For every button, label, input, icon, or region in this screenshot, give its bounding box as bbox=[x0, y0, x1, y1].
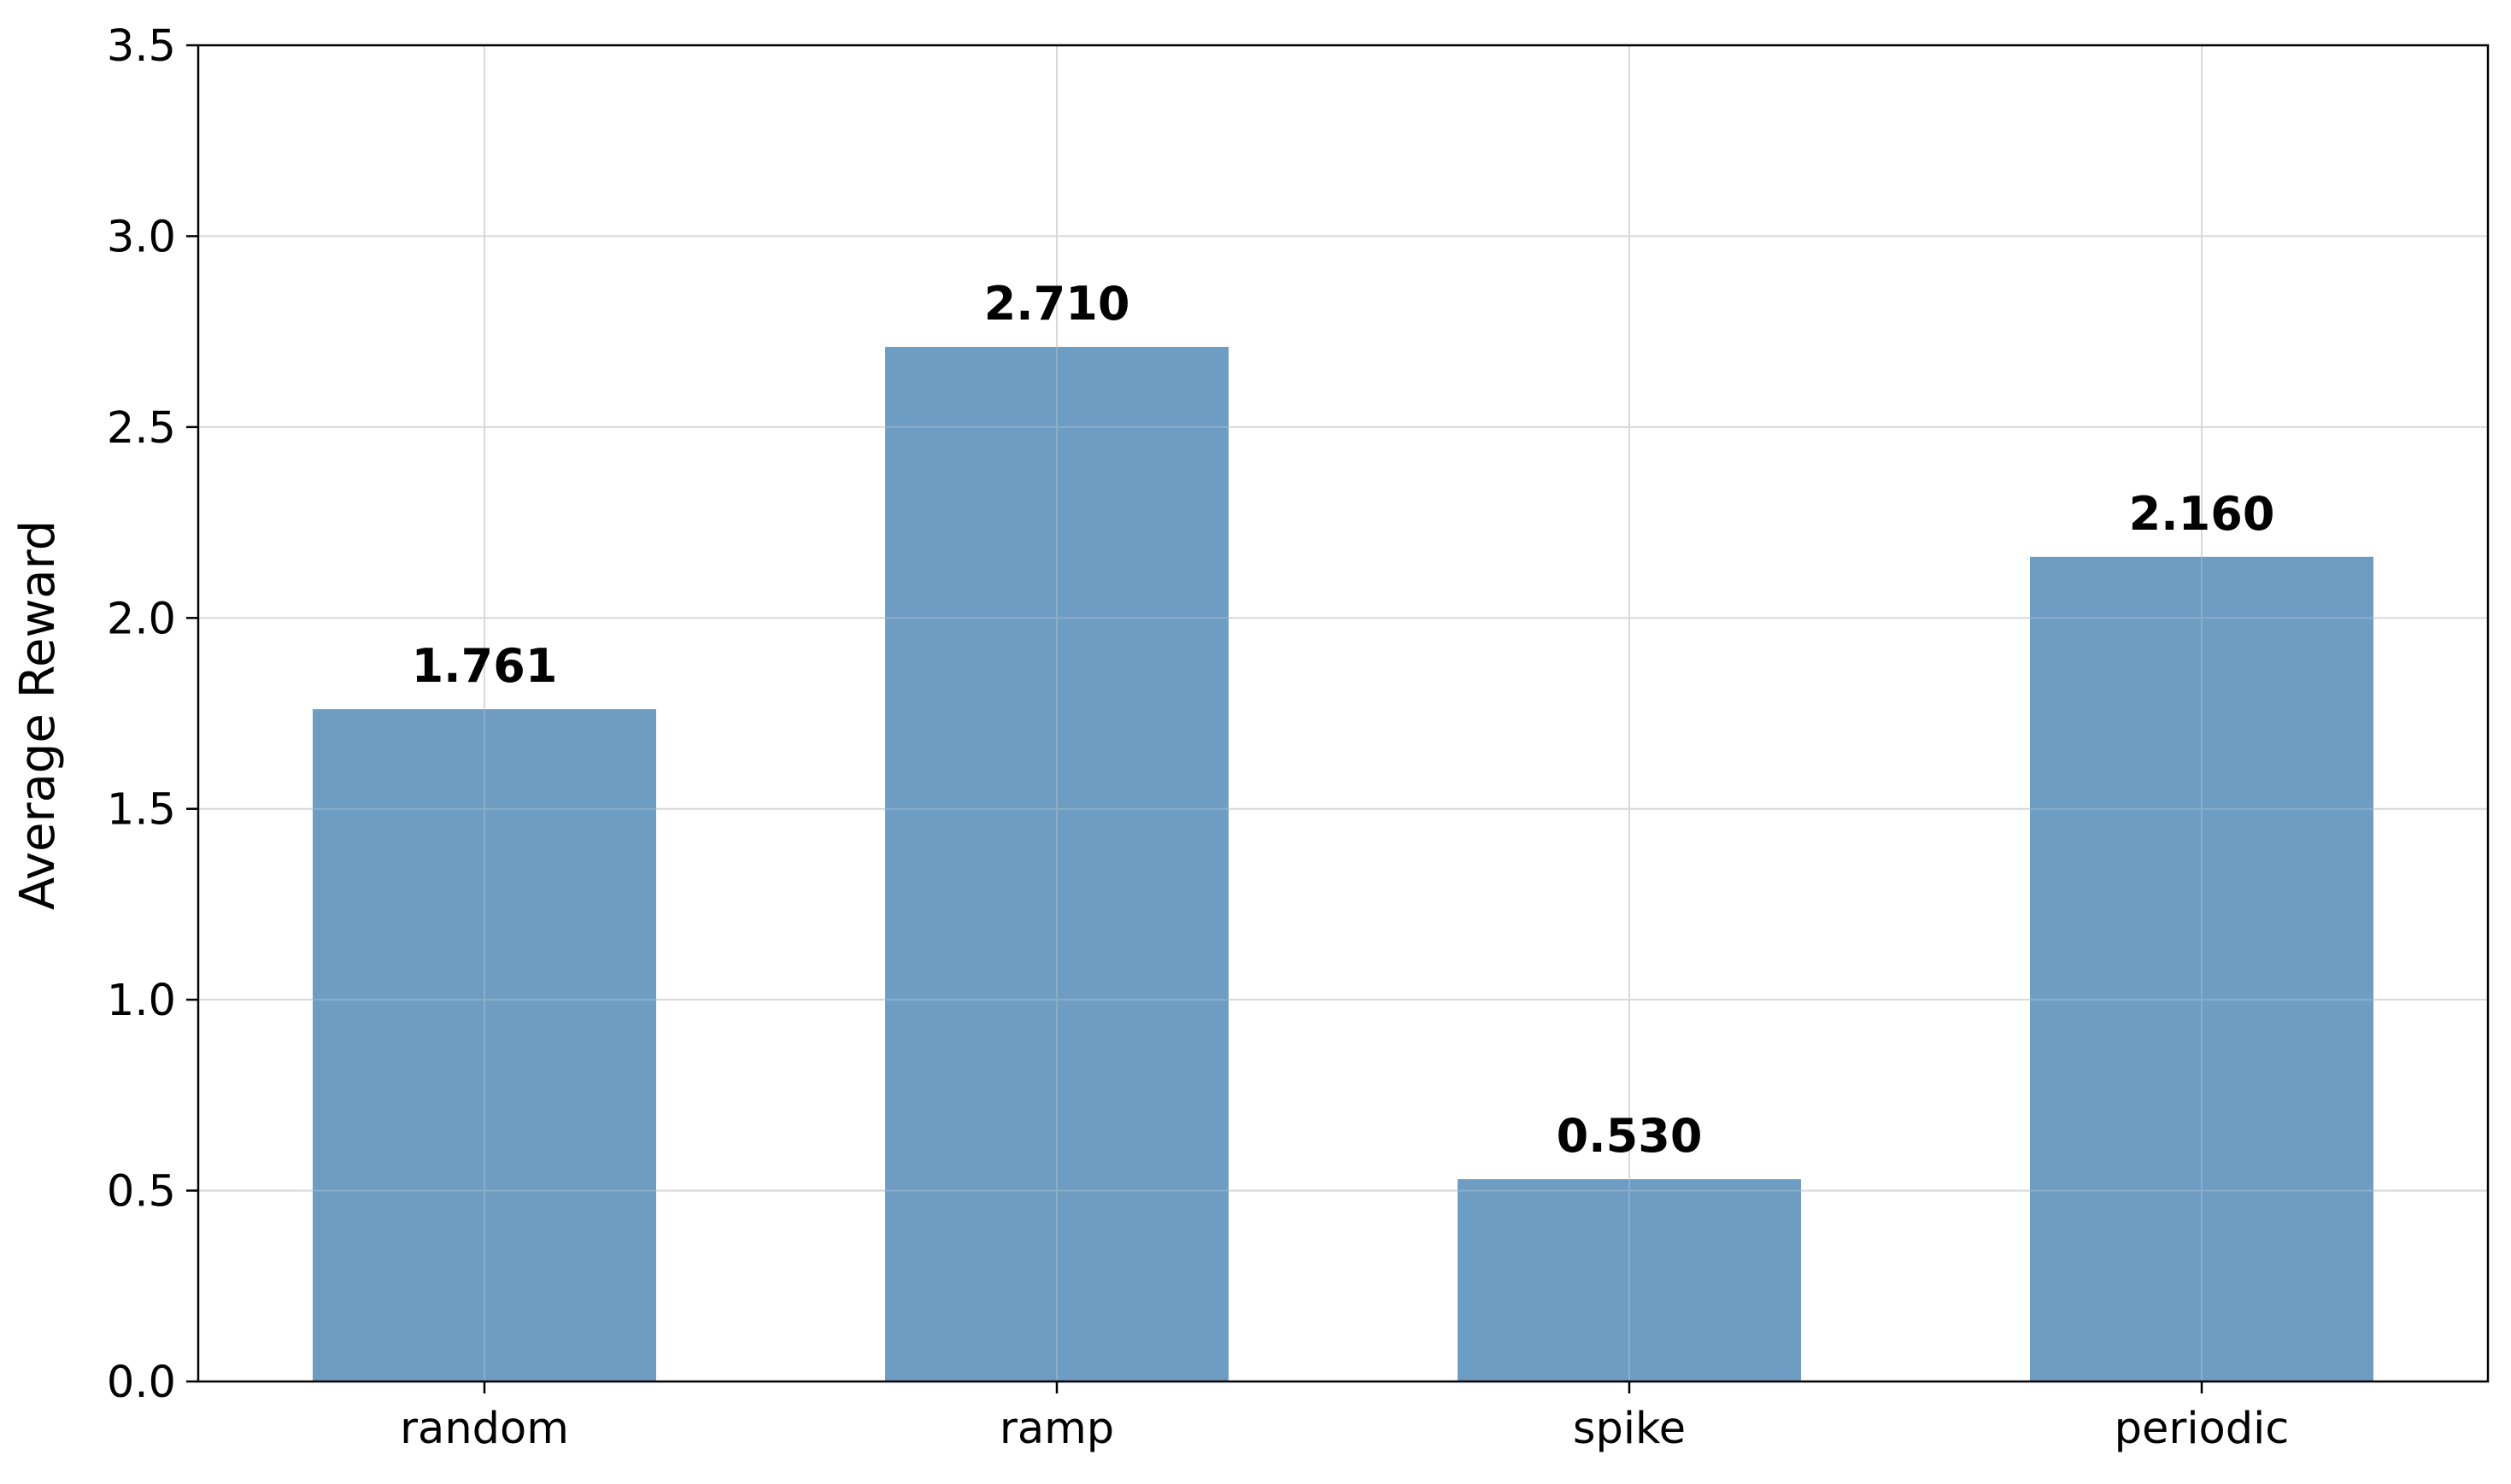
bar-spike bbox=[1458, 1179, 1801, 1381]
x-tick-label-spike: spike bbox=[1573, 1404, 1686, 1454]
bar-value-label-spike: 0.530 bbox=[1557, 1109, 1703, 1163]
y-tick-label: 2.5 bbox=[107, 403, 176, 454]
bar-value-labels: 1.761 2.710 0.530 2.160 bbox=[412, 277, 2275, 1163]
y-tick-label: 0.5 bbox=[107, 1167, 176, 1217]
x-tick-label-ramp: ramp bbox=[1000, 1404, 1114, 1454]
y-tick-label: 0.0 bbox=[107, 1358, 176, 1408]
y-tick-label: 2.0 bbox=[107, 594, 176, 644]
bar-value-label-random: 1.761 bbox=[412, 639, 558, 693]
bar-value-label-periodic: 2.160 bbox=[2129, 487, 2275, 541]
bar-value-label-ramp: 2.710 bbox=[984, 277, 1130, 331]
plot-frame bbox=[197, 44, 2490, 1383]
y-tick-label: 3.0 bbox=[107, 212, 176, 262]
bar-random bbox=[313, 709, 656, 1381]
y-axis-title: Average Reward bbox=[10, 520, 66, 910]
x-axis-ticks: random ramp spike periodic bbox=[400, 1381, 2289, 1454]
bar-periodic bbox=[2030, 556, 2373, 1381]
y-tick-label: 3.5 bbox=[107, 21, 176, 72]
x-tick-label-random: random bbox=[400, 1404, 569, 1454]
bars bbox=[313, 347, 2373, 1382]
x-tick-label-periodic: periodic bbox=[2115, 1404, 2290, 1454]
y-axis-ticks: 0.0 0.5 1.0 1.5 2.0 2.5 3.0 3.5 bbox=[107, 21, 198, 1408]
plot-border bbox=[197, 44, 2490, 1383]
y-tick-label: 1.0 bbox=[107, 976, 176, 1026]
bar-ramp bbox=[885, 347, 1229, 1382]
y-tick-label: 1.5 bbox=[107, 785, 176, 836]
